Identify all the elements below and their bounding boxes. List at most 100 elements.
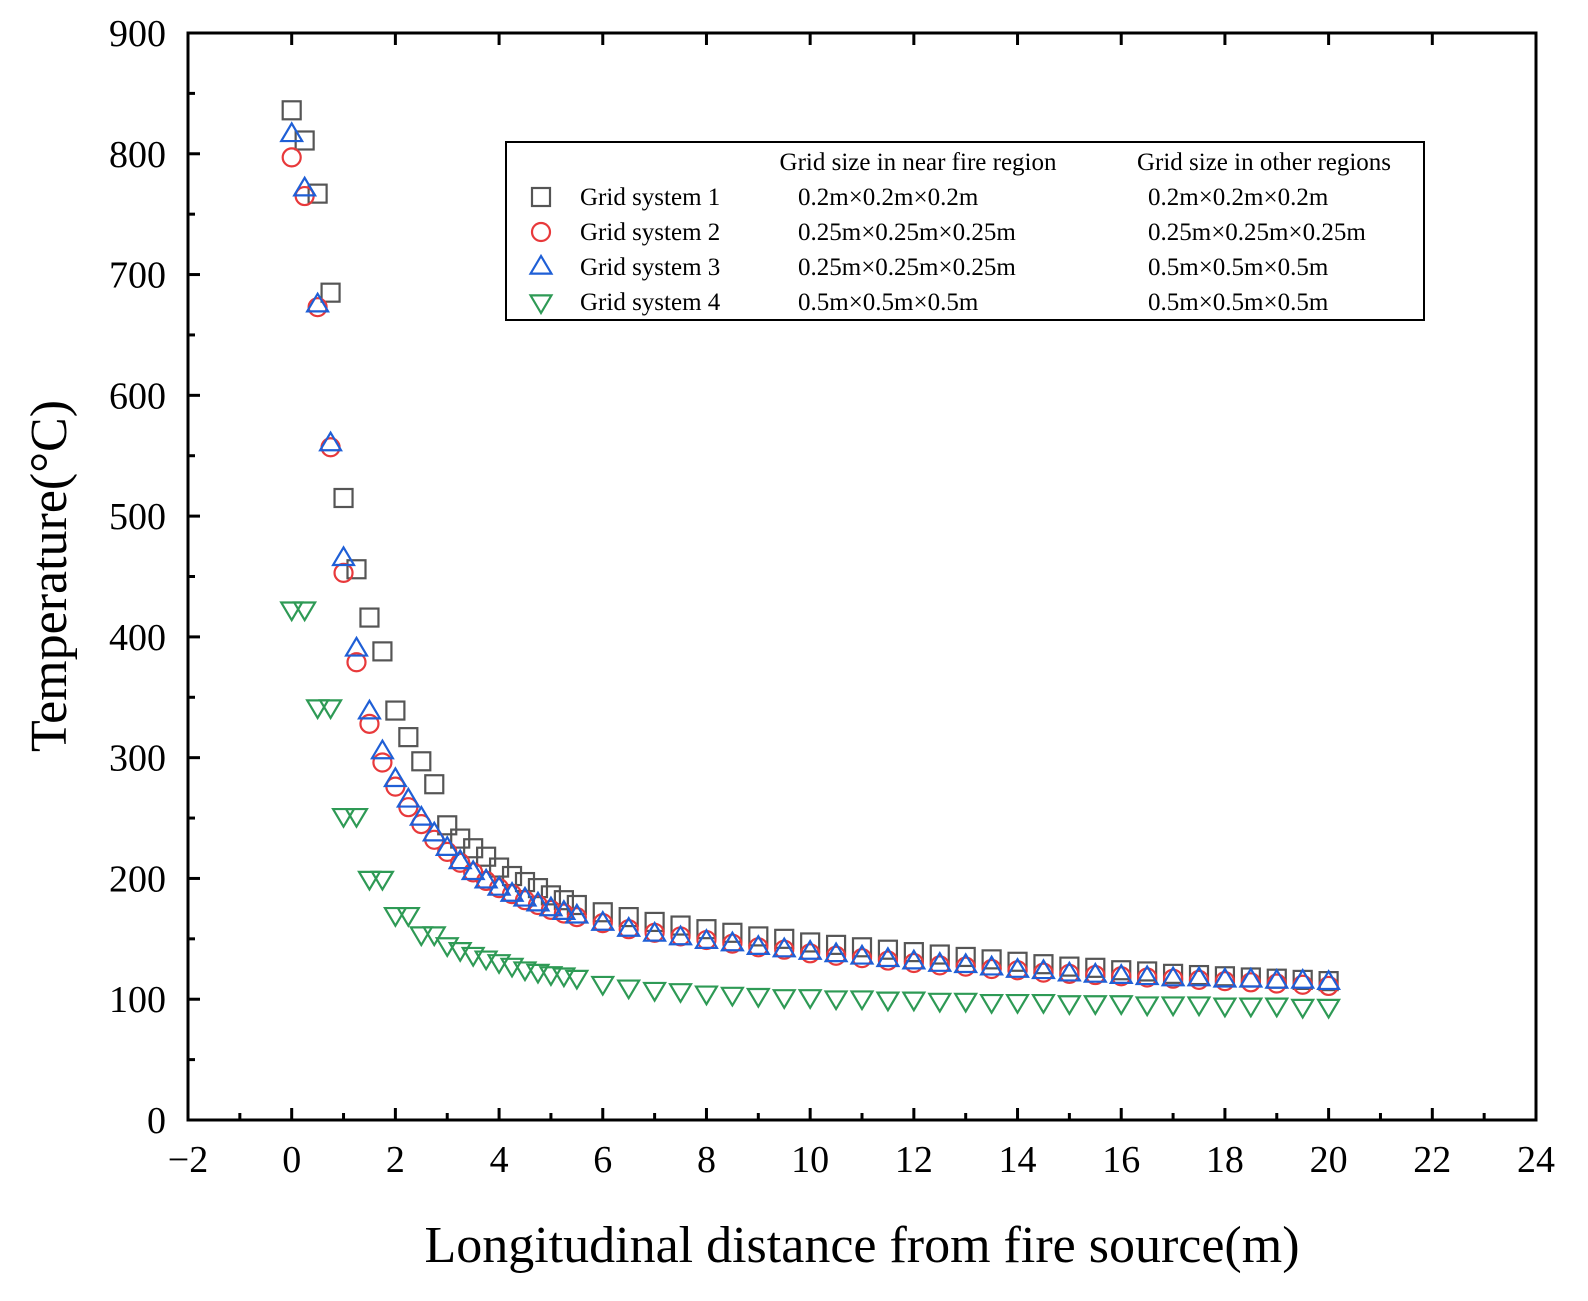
data-point xyxy=(771,989,797,1010)
data-point xyxy=(642,981,667,1003)
x-tick-label: 14 xyxy=(999,1139,1037,1181)
data-point xyxy=(745,934,771,955)
data-point xyxy=(1082,961,1108,983)
x-tick-label: 2 xyxy=(386,1139,405,1181)
data-point xyxy=(875,991,901,1013)
data-point xyxy=(538,895,564,917)
data-point xyxy=(592,902,613,923)
x-tick-label: 6 xyxy=(593,1139,612,1181)
data-point xyxy=(670,915,691,936)
legend-series-name: Grid system 1 xyxy=(580,184,720,211)
data-point xyxy=(1160,965,1186,987)
data-point xyxy=(383,906,408,928)
data-markers xyxy=(279,100,1341,1020)
data-point xyxy=(292,601,318,623)
legend-other-size: 0.2m×0.2m×0.2m xyxy=(1148,184,1329,211)
data-point xyxy=(1033,954,1054,975)
data-point xyxy=(383,766,408,788)
data-point xyxy=(305,699,330,721)
data-point xyxy=(279,121,305,143)
data-point xyxy=(927,992,953,1014)
data-point xyxy=(642,920,667,942)
legend-marker xyxy=(530,221,552,243)
data-point xyxy=(590,975,616,997)
x-tick-label: 0 xyxy=(282,1139,301,1181)
y-tick-label: 800 xyxy=(109,134,166,176)
data-point xyxy=(434,835,460,856)
x-tick-label: 10 xyxy=(791,1139,829,1181)
legend-near-size: 0.25m×0.25m×0.25m xyxy=(798,219,1016,246)
data-point xyxy=(1212,966,1238,988)
data-point xyxy=(1162,963,1184,984)
data-point xyxy=(281,147,302,168)
legend-box xyxy=(505,141,1425,321)
data-point xyxy=(1057,960,1082,982)
data-point xyxy=(473,867,499,889)
data-point xyxy=(421,926,447,948)
data-point xyxy=(370,870,395,892)
data-point xyxy=(927,951,953,972)
data-point xyxy=(344,807,369,829)
data-point xyxy=(395,786,421,808)
data-point xyxy=(1266,973,1287,994)
legend: Grid size in near fire region Grid size … xyxy=(505,141,1425,321)
data-point xyxy=(823,990,849,1012)
data-point xyxy=(525,890,551,912)
data-point xyxy=(318,699,343,721)
y-tick-label: 0 xyxy=(147,1100,166,1142)
legend-other-size: 0.5m×0.5m×0.5m xyxy=(1148,254,1329,281)
data-point xyxy=(553,890,574,911)
data-point xyxy=(357,698,382,720)
x-tick-label: 8 xyxy=(697,1139,716,1181)
axis-tick-labels: −2 0 2 4 6 8 10 12 14 16 18 20 22 2401002003004005006… xyxy=(109,13,1555,1181)
x-tick-label: 20 xyxy=(1310,1139,1348,1181)
data-point xyxy=(668,983,693,1004)
data-point xyxy=(486,874,512,896)
legend-marker xyxy=(528,253,554,275)
data-point xyxy=(318,430,343,452)
data-point xyxy=(953,952,979,974)
data-point xyxy=(421,820,447,842)
data-point xyxy=(564,969,590,991)
legend-marker xyxy=(528,294,554,316)
data-point xyxy=(1290,998,1316,1020)
data-point xyxy=(538,966,564,988)
data-point xyxy=(797,938,823,960)
data-point xyxy=(771,936,797,958)
data-point xyxy=(331,807,356,829)
data-point xyxy=(305,291,330,313)
data-point xyxy=(1186,996,1212,1018)
data-point xyxy=(823,941,849,963)
legend-series-name: Grid system 2 xyxy=(580,219,720,246)
data-point xyxy=(979,954,1004,976)
legend-near-size: 0.5m×0.5m×0.5m xyxy=(798,289,979,316)
data-point xyxy=(411,751,432,772)
legend-near-size: 0.25m×0.25m×0.25m xyxy=(798,254,1016,281)
data-point xyxy=(398,727,419,748)
data-point xyxy=(800,943,821,964)
data-point xyxy=(618,906,639,928)
data-point xyxy=(720,930,745,952)
data-point xyxy=(901,991,927,1013)
data-point xyxy=(344,635,369,657)
series-4 xyxy=(279,601,1341,1020)
data-point xyxy=(877,939,899,960)
data-point xyxy=(372,752,393,773)
x-axis-title: Longitudinal distance from fire source(m… xyxy=(424,1217,1299,1274)
y-tick-label: 300 xyxy=(109,738,166,780)
data-point xyxy=(929,955,950,976)
data-point xyxy=(1085,957,1106,978)
data-point xyxy=(1057,995,1082,1017)
data-point xyxy=(903,952,924,974)
y-tick-label: 100 xyxy=(109,979,166,1021)
series-3 xyxy=(279,121,1341,991)
data-point xyxy=(460,859,486,881)
data-point xyxy=(564,902,590,924)
data-point xyxy=(1134,964,1160,986)
data-point xyxy=(359,713,380,734)
data-point xyxy=(540,885,562,906)
legend-series-name: Grid system 3 xyxy=(580,254,720,281)
data-point xyxy=(1111,960,1132,981)
data-point xyxy=(590,909,616,931)
data-point xyxy=(1264,997,1290,1019)
